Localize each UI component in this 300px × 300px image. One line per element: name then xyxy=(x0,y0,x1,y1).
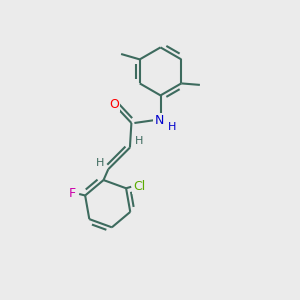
Text: H: H xyxy=(96,158,104,168)
Text: H: H xyxy=(167,122,176,133)
Text: F: F xyxy=(69,188,76,200)
Text: N: N xyxy=(154,113,164,127)
Text: H: H xyxy=(135,136,144,146)
Text: O: O xyxy=(109,98,119,111)
Text: Cl: Cl xyxy=(134,180,146,193)
